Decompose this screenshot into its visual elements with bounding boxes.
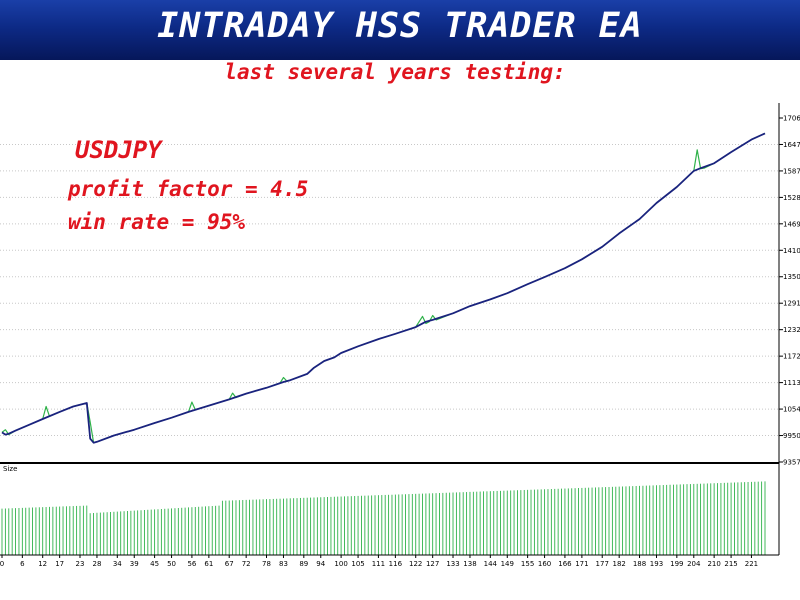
x-tick-label: 28 bbox=[92, 560, 101, 568]
x-tick-label: 127 bbox=[426, 560, 439, 568]
x-tick-label: 188 bbox=[633, 560, 646, 568]
x-tick-label: 171 bbox=[575, 560, 588, 568]
x-tick-label: 56 bbox=[187, 560, 196, 568]
x-tick-label: 39 bbox=[130, 560, 139, 568]
page-subtitle: last several years testing: bbox=[224, 60, 566, 84]
x-tick-label: 215 bbox=[724, 560, 737, 568]
x-tick-label: 149 bbox=[501, 560, 514, 568]
x-tick-label: 122 bbox=[409, 560, 422, 568]
x-tick-label: 116 bbox=[389, 560, 403, 568]
balance-line bbox=[1, 132, 766, 444]
chart-series bbox=[1, 132, 766, 444]
x-tick-label: 67 bbox=[225, 560, 234, 568]
volume-bars bbox=[1, 481, 766, 555]
y-tick-label: 14694 bbox=[783, 220, 800, 228]
x-tick-label: 17 bbox=[55, 560, 64, 568]
chart-grid bbox=[0, 143, 779, 437]
x-tick-label: 23 bbox=[76, 560, 85, 568]
x-tick-label: 144 bbox=[484, 560, 498, 568]
x-tick-label: 34 bbox=[113, 560, 122, 568]
page-title: INTRADAY HSS TRADER EA bbox=[157, 6, 643, 46]
x-tick-label: 182 bbox=[612, 560, 625, 568]
x-tick-label: 45 bbox=[150, 560, 159, 568]
x-tick-label: 89 bbox=[299, 560, 308, 568]
win-rate-label: win rate = 95% bbox=[68, 210, 246, 234]
x-tick-label: 105 bbox=[351, 560, 364, 568]
x-tick-label: 221 bbox=[745, 560, 758, 568]
x-tick-label: 193 bbox=[650, 560, 663, 568]
x-tick-label: 0 bbox=[0, 560, 4, 568]
y-tick-label: 12915 bbox=[783, 300, 800, 308]
y-tick-label: 10543 bbox=[783, 406, 800, 414]
x-tick-label: 177 bbox=[596, 560, 609, 568]
x-tick-label: 50 bbox=[167, 560, 176, 568]
x-tick-label: 111 bbox=[372, 560, 385, 568]
y-tick-label: 17065 bbox=[783, 115, 800, 123]
profit-factor-label: profit factor = 4.5 bbox=[68, 177, 309, 201]
x-tick-label: 100 bbox=[334, 560, 347, 568]
x-tick-label: 94 bbox=[316, 560, 325, 568]
x-tick-label: 83 bbox=[279, 560, 288, 568]
y-tick-label: 15879 bbox=[783, 167, 800, 175]
x-tick-label: 78 bbox=[262, 560, 271, 568]
x-tick-label: 133 bbox=[446, 560, 459, 568]
volume-pane-label: Size bbox=[3, 465, 17, 473]
x-tick-label: 6 bbox=[20, 560, 25, 568]
x-tick-label: 61 bbox=[204, 560, 213, 568]
x-tick-label: 138 bbox=[463, 560, 476, 568]
x-tick-label: 72 bbox=[242, 560, 251, 568]
x-tick-label: 160 bbox=[538, 560, 551, 568]
x-tick-label: 12 bbox=[38, 560, 47, 568]
chart-frame bbox=[0, 103, 780, 556]
symbol-label: USDJPY bbox=[75, 136, 162, 164]
x-tick-label: 204 bbox=[687, 560, 701, 568]
x-tick-label: 166 bbox=[558, 560, 572, 568]
y-tick-label: 9357 bbox=[783, 459, 800, 467]
x-tick-label: 155 bbox=[521, 560, 534, 568]
title-banner: INTRADAY HSS TRADER EA bbox=[0, 0, 800, 60]
y-tick-label: 15286 bbox=[783, 194, 800, 202]
x-axis-ticks: 0 6 12 17 23 28 34 39 45 50 56 61 67 72 78 83 89 94 100 105… bbox=[0, 555, 758, 568]
y-tick-label: 11136 bbox=[783, 379, 800, 387]
y-tick-label: 11729 bbox=[783, 353, 800, 361]
y-tick-label: 12322 bbox=[783, 326, 800, 334]
x-tick-label: 210 bbox=[707, 560, 720, 568]
y-tick-label: 16472 bbox=[783, 141, 800, 149]
y-tick-label: 13508 bbox=[783, 273, 800, 281]
y-tick-label: 9950 bbox=[783, 432, 800, 440]
x-tick-label: 199 bbox=[670, 560, 683, 568]
